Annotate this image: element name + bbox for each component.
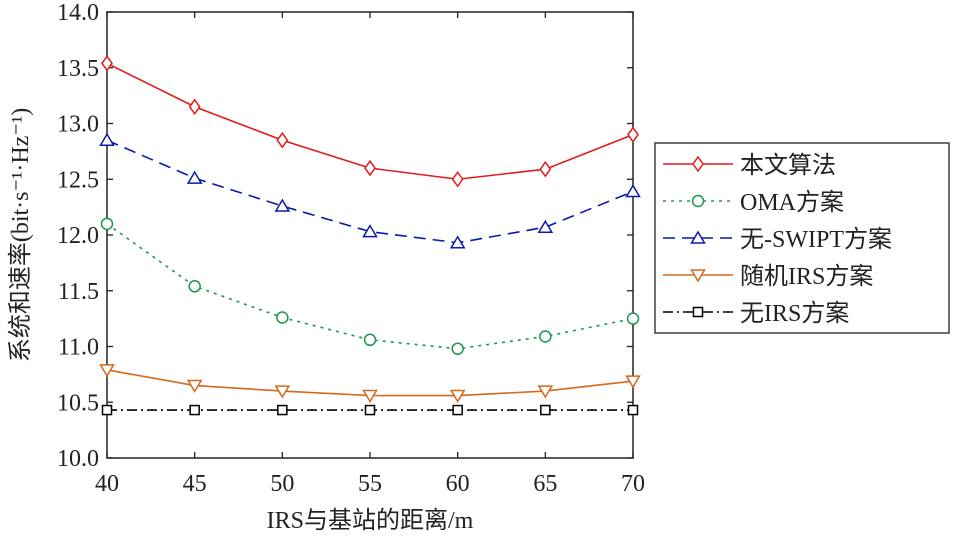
diamond-marker xyxy=(692,155,704,173)
y-tick-label: 14.0 xyxy=(57,0,99,26)
triangle-up-marker xyxy=(625,184,641,198)
diamond-marker xyxy=(364,159,376,177)
y-tick-label: 11.0 xyxy=(58,335,99,361)
circle-marker xyxy=(691,194,705,208)
y-tick-label: 10.0 xyxy=(57,446,99,472)
series-2 xyxy=(99,132,641,249)
circle-marker xyxy=(188,280,201,293)
triangle-down-marker xyxy=(690,269,706,283)
square-marker xyxy=(189,404,200,416)
triangle-down-marker xyxy=(362,389,378,404)
triangle-up-marker xyxy=(99,132,115,146)
legend-label: 本文算法 xyxy=(740,152,836,179)
triangle-down-marker xyxy=(625,375,641,389)
series-1 xyxy=(100,217,640,355)
y-tick-label: 12.5 xyxy=(57,167,99,193)
circle-marker xyxy=(539,330,552,343)
triangle-down-marker xyxy=(99,364,115,378)
triangle-down-marker xyxy=(186,379,203,393)
x-tick-label: 55 xyxy=(358,471,382,497)
square-marker xyxy=(277,404,288,416)
triangle-down-marker xyxy=(537,385,554,399)
y-tick-label: 12.0 xyxy=(57,223,99,249)
legend-label: OMA方案 xyxy=(740,189,844,216)
circle-marker xyxy=(451,342,464,355)
diamond-marker xyxy=(627,126,639,143)
x-tick-label: 60 xyxy=(446,471,470,497)
x-tick-label: 50 xyxy=(270,471,294,497)
diamond-marker xyxy=(451,170,464,188)
diamond-marker xyxy=(276,131,289,149)
y-axis-label: 系统和速率(bit·s⁻¹·Hz⁻¹) xyxy=(7,108,34,362)
y-tick-label: 13.0 xyxy=(57,112,99,138)
circle-marker xyxy=(100,217,114,231)
series-3 xyxy=(99,364,641,404)
x-tick-label: 45 xyxy=(183,471,207,497)
diamond-marker xyxy=(101,54,113,72)
square-marker xyxy=(540,404,551,416)
triangle-up-marker xyxy=(362,224,378,238)
triangle-up-marker xyxy=(690,230,706,244)
series-4 xyxy=(101,404,639,416)
square-marker xyxy=(692,306,704,318)
triangle-up-marker xyxy=(537,219,554,233)
square-marker xyxy=(364,404,376,416)
square-marker xyxy=(627,404,639,416)
diamond-marker xyxy=(539,160,552,178)
triangle-up-marker xyxy=(186,170,203,184)
circle-marker xyxy=(363,333,377,347)
circle-marker xyxy=(276,311,289,324)
x-tick-label: 70 xyxy=(621,471,645,497)
circle-marker xyxy=(626,312,640,325)
square-marker xyxy=(101,404,113,416)
legend-label: 无-SWIPT方案 xyxy=(740,226,892,253)
diamond-marker xyxy=(188,98,201,116)
x-tick-label: 40 xyxy=(95,471,119,497)
y-tick-label: 11.5 xyxy=(58,279,99,305)
series-0 xyxy=(101,54,639,188)
triangle-down-marker xyxy=(449,389,466,404)
legend-label: 随机IRS方案 xyxy=(740,263,873,290)
square-marker xyxy=(452,404,463,416)
triangle-down-marker xyxy=(274,385,291,399)
x-tick-label: 65 xyxy=(533,471,557,497)
legend-label: 无IRS方案 xyxy=(740,300,849,327)
y-tick-label: 13.5 xyxy=(57,56,99,82)
triangle-up-marker xyxy=(274,198,291,212)
x-axis-label: IRS与基站的距离/m xyxy=(267,507,474,534)
triangle-up-marker xyxy=(449,235,466,249)
y-tick-label: 10.5 xyxy=(57,390,99,416)
